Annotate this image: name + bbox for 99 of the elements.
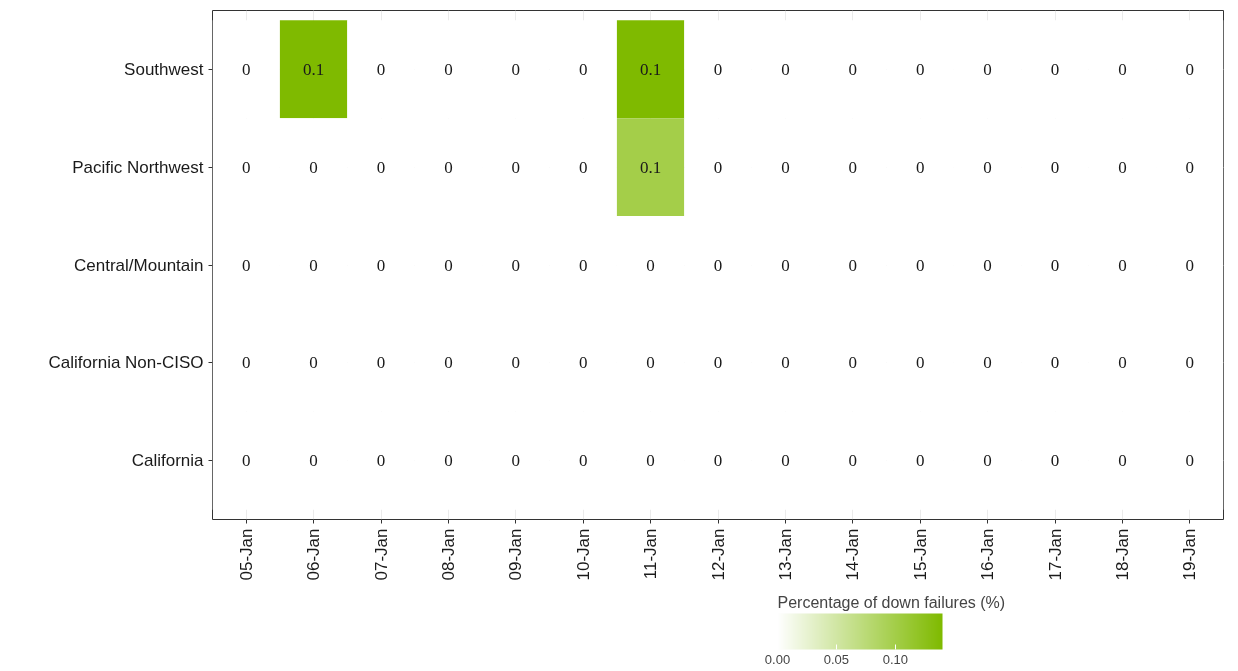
- x-tick-label: 12-Jan: [708, 528, 728, 581]
- data-label: 0: [1118, 353, 1127, 373]
- data-label: 0: [713, 353, 723, 373]
- data-label: 0: [915, 255, 925, 275]
- data-label: 0.1: [639, 157, 662, 177]
- data-label: 0: [1185, 157, 1195, 177]
- data-label: 0: [848, 157, 858, 177]
- data-label: 0: [781, 353, 790, 373]
- data-label: 0: [309, 451, 318, 471]
- data-label: 0: [1050, 59, 1060, 79]
- data-label: 0: [376, 353, 386, 373]
- data-label: 0: [309, 157, 318, 177]
- data-label: 0: [511, 353, 521, 373]
- data-label: 0: [1185, 59, 1195, 79]
- data-label: 0: [646, 451, 655, 471]
- color-bar-title: Percentage of down failures (%): [777, 593, 1006, 611]
- data-label: 0: [983, 451, 992, 471]
- x-tick-label: 11-Jan: [641, 528, 661, 580]
- data-label: 0: [1050, 157, 1060, 177]
- data-label: 0: [848, 353, 858, 373]
- x-tick-label: 06-Jan: [304, 528, 324, 581]
- y-tick-label: California Non-CISO: [48, 353, 204, 373]
- data-label: 0: [444, 255, 453, 275]
- x-tick-label: 19-Jan: [1180, 528, 1200, 581]
- y-tick-label: California: [131, 451, 205, 471]
- data-label: 0: [444, 157, 453, 177]
- data-label: 0: [511, 451, 521, 471]
- data-label: 0: [309, 255, 318, 275]
- x-tick-label: 10-Jan: [573, 528, 593, 581]
- data-label: 0: [781, 451, 790, 471]
- data-label: 0: [1050, 255, 1060, 275]
- data-label: 0: [1118, 59, 1127, 79]
- data-label: 0: [444, 59, 453, 79]
- data-label: 0: [511, 59, 521, 79]
- data-label: 0: [915, 59, 925, 79]
- x-tick-label: 18-Jan: [1112, 528, 1132, 581]
- data-label: 0: [781, 157, 790, 177]
- data-label: 0: [578, 157, 588, 177]
- data-label: 0: [848, 255, 858, 275]
- color-bar-label: 0.05: [823, 651, 850, 667]
- data-label: 0: [1050, 353, 1060, 373]
- data-label: 0: [713, 451, 723, 471]
- data-label: 0: [983, 353, 992, 373]
- x-tick-label: 15-Jan: [910, 528, 930, 581]
- data-label: 0: [915, 451, 925, 471]
- data-label: 0: [376, 157, 386, 177]
- data-label: 0: [578, 451, 588, 471]
- data-label: 0: [241, 353, 251, 373]
- data-label: 0: [444, 353, 453, 373]
- data-label: 0: [578, 255, 588, 275]
- data-label: 0.1: [302, 59, 325, 79]
- y-tick-label: Central/Mountain: [74, 255, 204, 275]
- data-label: 0: [1185, 353, 1195, 373]
- x-tick-label: 17-Jan: [1045, 528, 1065, 581]
- data-label: 0: [983, 157, 992, 177]
- data-label: 0: [511, 157, 521, 177]
- data-label: 0: [376, 59, 386, 79]
- data-label: 0: [713, 255, 723, 275]
- data-label: 0: [511, 255, 521, 275]
- data-label: 0: [646, 353, 655, 373]
- data-label: 0: [376, 255, 386, 275]
- x-tick-label: 13-Jan: [775, 528, 795, 581]
- data-label: 0: [444, 451, 453, 471]
- data-label: 0: [713, 157, 723, 177]
- data-label: 0: [781, 255, 790, 275]
- color-bar-label: 0.10: [882, 651, 909, 667]
- data-label: 0: [983, 255, 992, 275]
- data-label: 0: [781, 59, 790, 79]
- data-label: 0: [915, 157, 925, 177]
- data-label: 0.1: [639, 59, 662, 79]
- x-tick-label: 14-Jan: [843, 528, 863, 581]
- x-tick-label: 08-Jan: [438, 528, 458, 581]
- color-bar-label: 0.00: [764, 651, 791, 667]
- data-label: 0: [241, 59, 251, 79]
- data-label: 0: [241, 451, 251, 471]
- data-label: 0: [848, 59, 858, 79]
- data-label: 0: [1118, 157, 1127, 177]
- data-label: 0: [1185, 451, 1195, 471]
- x-tick-label: 09-Jan: [506, 528, 526, 581]
- data-label: 0: [578, 353, 588, 373]
- y-tick-label: Pacific Northwest: [72, 157, 204, 177]
- data-label: 0: [915, 353, 925, 373]
- data-label: 0: [309, 353, 318, 373]
- y-tick-label: Southwest: [124, 59, 204, 79]
- x-tick-label: 16-Jan: [978, 528, 998, 581]
- data-label: 0: [376, 451, 386, 471]
- x-tick-label: 07-Jan: [371, 528, 391, 581]
- data-label: 0: [848, 451, 858, 471]
- data-label: 0: [1118, 451, 1127, 471]
- data-label: 0: [1050, 451, 1060, 471]
- data-label: 0: [1185, 255, 1195, 275]
- data-label: 0: [241, 157, 251, 177]
- data-label: 0: [713, 59, 723, 79]
- data-label: 0: [983, 59, 992, 79]
- data-label: 0: [578, 59, 588, 79]
- data-label: 0: [1118, 255, 1127, 275]
- data-label: 0: [646, 255, 655, 275]
- data-label: 0: [241, 255, 251, 275]
- x-tick-label: 05-Jan: [236, 528, 256, 581]
